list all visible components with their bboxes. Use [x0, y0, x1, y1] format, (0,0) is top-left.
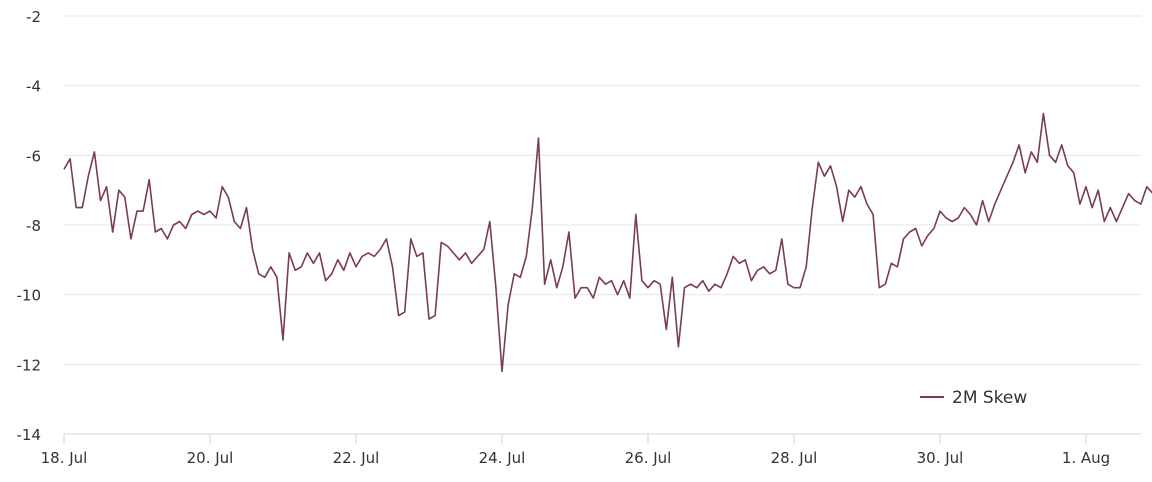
x-tick-label: 22. Jul: [333, 449, 380, 467]
y-tick-label: -10: [17, 287, 42, 305]
y-tick-label: -4: [26, 78, 41, 96]
series-group: [63, 51, 1152, 373]
x-tick-label: 18. Jul: [41, 449, 88, 467]
x-tick-label: 30. Jul: [917, 449, 964, 467]
legend-label[interactable]: 2M Skew: [952, 388, 1027, 408]
x-tick-label: 1. Aug: [1062, 449, 1110, 467]
y-tick-label: -8: [26, 217, 41, 235]
legend[interactable]: 2M Skew: [920, 388, 1027, 408]
series-line[interactable]: [63, 51, 1152, 373]
x-axis: 18. Jul 20. Jul 22. Jul 24. Jul 26. Jul 28. J…: [41, 433, 1141, 467]
gridlines: [64, 15, 1141, 365]
x-tick-label: 24. Jul: [479, 449, 526, 467]
y-tick-label: -2: [26, 8, 41, 26]
x-tick-label: 28. Jul: [771, 449, 818, 467]
y-tick-label: -14: [17, 426, 42, 444]
x-tick-label: 26. Jul: [625, 449, 672, 467]
x-tick-label: 20. Jul: [187, 449, 234, 467]
y-tick-label: -12: [17, 356, 42, 374]
y-tick-label: -6: [26, 147, 41, 165]
y-axis: -2 -4 -6 -8 -10 -12 -14: [17, 8, 42, 444]
